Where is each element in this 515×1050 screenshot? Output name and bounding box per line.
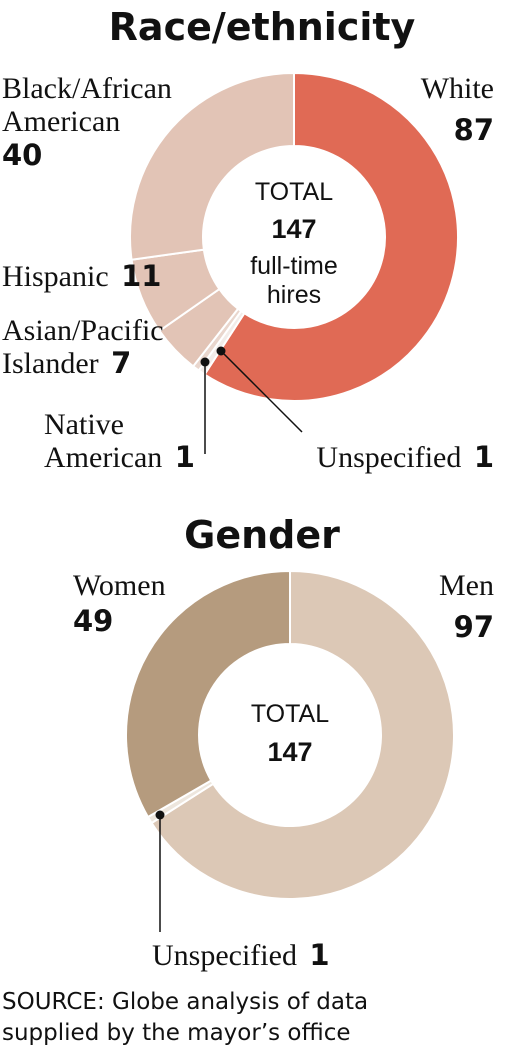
race-label-black-line-2: American bbox=[2, 105, 120, 138]
race-center-note-line-1: full-time bbox=[250, 252, 338, 280]
race-slice-black-african-american bbox=[129, 71, 295, 261]
race-label-black-line-1: Black/African bbox=[2, 72, 172, 105]
race-chart-title: Race/ethnicity bbox=[109, 5, 416, 49]
race-slice-white bbox=[203, 71, 459, 402]
race-label-asian-line-2: Islander 7 bbox=[2, 346, 131, 380]
race-value-native: 1 bbox=[175, 440, 195, 474]
race-center-label: TOTAL bbox=[255, 178, 333, 206]
gender-chart-title: Gender bbox=[184, 513, 340, 557]
gender-donut bbox=[125, 569, 455, 900]
gender-center-value: 147 bbox=[267, 737, 312, 767]
race-label-asian-line-1: Asian/Pacific bbox=[2, 314, 164, 347]
race-leader-line-unspecified bbox=[220, 350, 303, 433]
race-label-asian-name: Islander bbox=[2, 347, 99, 380]
race-label-white: White bbox=[421, 72, 494, 105]
gender-slice-men bbox=[150, 569, 455, 900]
race-value-black: 40 bbox=[2, 138, 42, 172]
race-value-asian: 7 bbox=[111, 346, 131, 380]
race-label-hispanic: Hispanic 11 bbox=[2, 259, 161, 293]
gender-value-unspecified: 1 bbox=[309, 938, 329, 972]
race-value-unspecified: 1 bbox=[474, 440, 494, 474]
gender-label-women: Women bbox=[73, 569, 166, 602]
race-label-hispanic-name: Hispanic bbox=[2, 260, 109, 293]
race-center-note-line-2: hires bbox=[267, 281, 321, 309]
gender-label-unspecified: Unspecified 1 bbox=[152, 938, 330, 972]
race-label-native-line-1: Native bbox=[44, 408, 124, 441]
race-label-unspecified: Unspecified 1 bbox=[316, 440, 494, 474]
gender-label-unspecified-name: Unspecified bbox=[152, 939, 297, 972]
source-line-1: SOURCE: Globe analysis of data bbox=[2, 989, 368, 1015]
race-donut bbox=[129, 71, 459, 402]
gender-label-men: Men bbox=[439, 569, 494, 602]
race-value-hispanic: 11 bbox=[121, 259, 161, 293]
source-line-2: supplied by the mayor’s office bbox=[2, 1020, 351, 1046]
race-label-unspecified-name: Unspecified bbox=[316, 441, 461, 474]
race-value-white: 87 bbox=[454, 113, 494, 147]
race-center-value: 147 bbox=[271, 214, 316, 244]
race-label-native-line-2: American 1 bbox=[44, 440, 195, 474]
gender-center-label: TOTAL bbox=[251, 700, 329, 728]
gender-value-men: 97 bbox=[454, 610, 494, 644]
gender-slice-women bbox=[125, 569, 291, 819]
race-label-native-name: American bbox=[44, 441, 162, 474]
gender-value-women: 49 bbox=[73, 604, 113, 638]
